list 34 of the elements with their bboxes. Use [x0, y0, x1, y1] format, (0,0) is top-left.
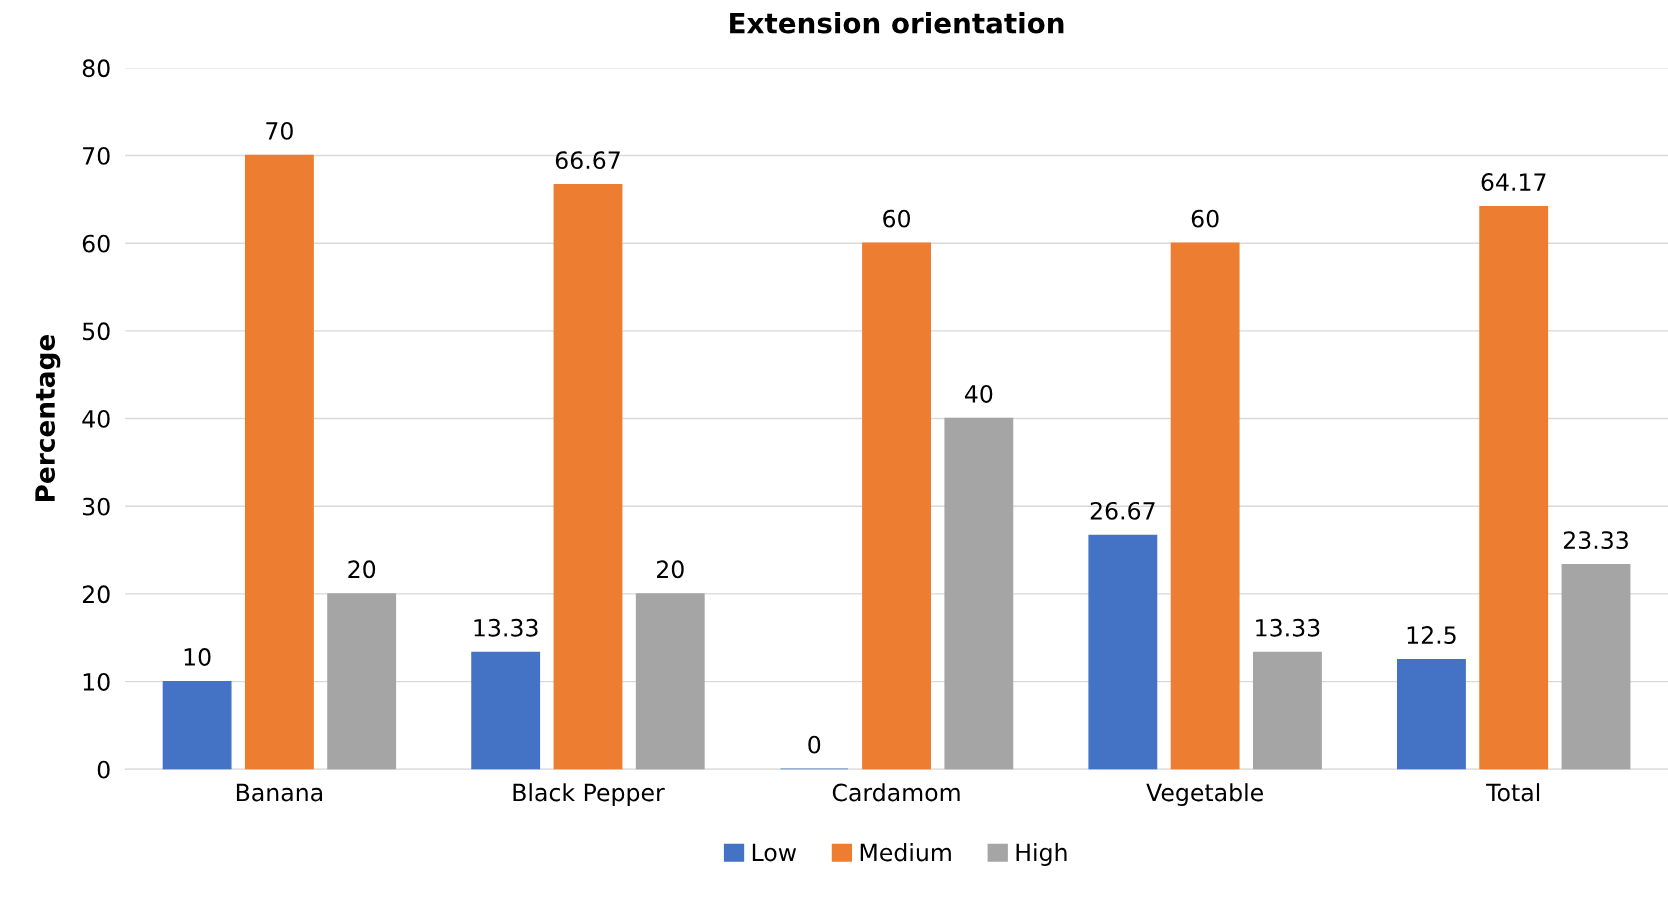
data-label: 13.33 [474, 618, 538, 637]
y-axis-title: Percentage [35, 334, 61, 502]
data-label: 13.33 [1256, 618, 1320, 637]
data-label: 0 [808, 735, 821, 754]
y-tick-label: 50 [82, 322, 110, 341]
data-label: 20 [348, 560, 376, 579]
y-tick-label: 10 [83, 673, 110, 691]
y-tick-label: 70 [83, 146, 110, 165]
data-label: 60 [883, 209, 910, 228]
y-tick-label: 40 [82, 410, 110, 428]
legend-label: Low [752, 843, 797, 862]
x-tick-label: Black Pepper [513, 783, 665, 806]
y-tick-label: 30 [82, 497, 110, 516]
data-label: 70 [266, 122, 293, 140]
y-tick-label: 60 [82, 234, 110, 253]
data-label: 23.33 [1563, 531, 1628, 550]
data-label: 10 [184, 648, 211, 666]
y-tick-label: 80 [82, 59, 110, 78]
x-tick-label: Vegetable [1146, 783, 1263, 806]
y-tick-label: 0 [97, 760, 110, 779]
data-label: 20 [656, 560, 684, 579]
x-tick-label: Cardamom [832, 783, 960, 802]
data-label: 66.67 [555, 151, 620, 170]
data-label: 12.5 [1407, 626, 1456, 644]
chart-title: Extension orientation [730, 12, 1064, 34]
data-label: 40 [964, 385, 993, 403]
legend-label: Medium [860, 843, 951, 862]
legend-label: High [1016, 843, 1067, 866]
data-label: 60 [1191, 209, 1219, 228]
data-label: 26.67 [1090, 501, 1155, 520]
x-tick-label: Total [1486, 783, 1540, 802]
data-label: 64.17 [1481, 173, 1546, 191]
x-tick-label: Banana [236, 783, 323, 802]
y-tick-label: 20 [82, 585, 110, 604]
